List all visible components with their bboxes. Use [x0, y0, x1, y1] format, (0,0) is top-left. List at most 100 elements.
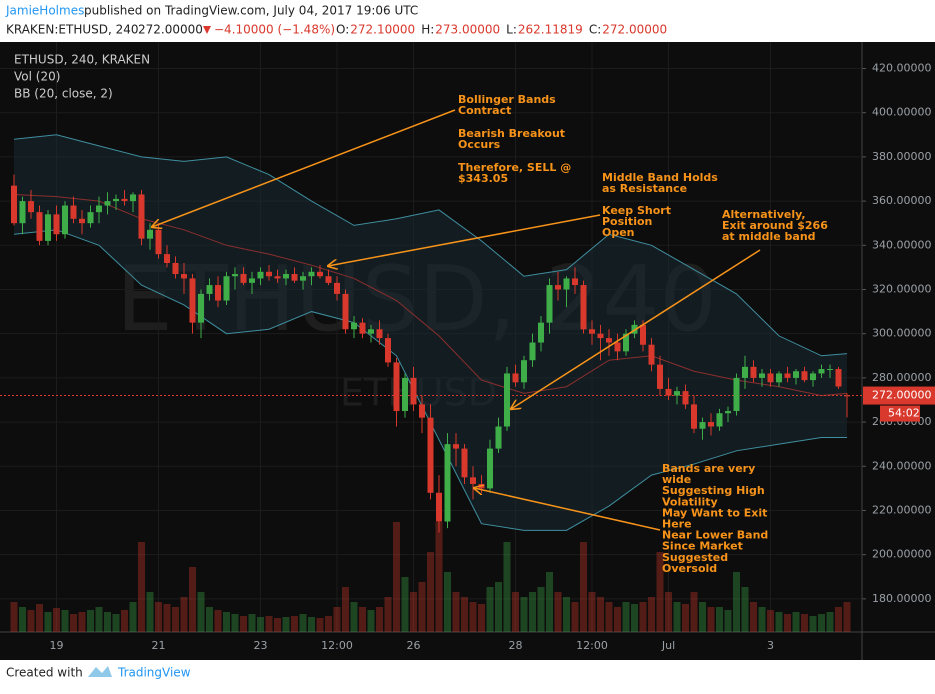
candle-body	[28, 201, 34, 213]
candle-body	[359, 322, 366, 334]
footer-created: Created with	[6, 666, 83, 680]
candle-body	[512, 373, 519, 383]
ohlc-key: L:	[506, 23, 517, 37]
candle-body	[563, 278, 570, 290]
volume-bar	[648, 597, 655, 632]
candle-body	[257, 271, 264, 279]
volume-bar	[673, 602, 681, 632]
y-tick-label: 240.00000	[872, 459, 932, 472]
x-tick-label: 12:00	[321, 639, 353, 652]
annotation: Suggested	[662, 551, 728, 564]
volume-bar	[843, 602, 851, 632]
countdown-tag	[880, 405, 920, 422]
candle-body	[70, 205, 77, 219]
y-tick-label: 380.00000	[872, 150, 932, 163]
candle-body	[308, 271, 315, 277]
volume-bar	[112, 614, 120, 632]
ohlc-key: O:	[336, 23, 349, 37]
annotation: as Resistance	[602, 182, 687, 195]
volume-bar	[10, 602, 18, 632]
arrow	[328, 214, 601, 266]
volume-bar	[291, 616, 298, 632]
candle-body	[206, 285, 213, 294]
footer-brand[interactable]: TradingView	[117, 666, 191, 680]
arrow	[511, 249, 761, 409]
candle-body	[623, 333, 629, 352]
candle-body	[402, 377, 408, 412]
volume-bar	[206, 607, 213, 632]
candle-body	[546, 285, 553, 323]
volume-bar	[359, 607, 366, 632]
volume-bar	[384, 597, 392, 632]
volume-bar	[461, 597, 468, 632]
annotation: Since Market	[662, 540, 743, 553]
candle-body	[699, 422, 706, 429]
volume-bar	[104, 612, 111, 632]
candle-body	[96, 205, 102, 213]
y-tick-label: 180.00000	[872, 592, 932, 605]
volume-bar	[231, 614, 239, 632]
volume-bar	[172, 607, 179, 632]
annotation: Bollinger Bands	[458, 93, 556, 106]
annotation: at middle band	[722, 230, 816, 243]
ohlc-value: 262.11819	[518, 23, 583, 37]
volume-bar	[325, 616, 332, 632]
annotation: Bands are very	[662, 462, 755, 475]
volume-bar	[53, 608, 60, 632]
volume-bar	[733, 572, 740, 632]
annotation: Alternatively,	[722, 208, 806, 221]
candle-body	[733, 377, 740, 412]
volume-bar	[809, 616, 817, 632]
candle-body	[504, 373, 510, 427]
y-tick-label: 420.00000	[872, 62, 932, 75]
volume-bar	[87, 610, 94, 632]
footer-bg	[0, 660, 935, 690]
candle-body	[62, 205, 68, 235]
candle-body	[844, 395, 850, 397]
candle-body	[521, 360, 527, 383]
x-tick-label: Jul	[661, 639, 675, 652]
ohlc-key: H:	[421, 23, 434, 37]
volume-bar	[724, 610, 732, 632]
volume-bar	[223, 612, 230, 632]
candle-body	[444, 444, 451, 522]
volume-bar	[622, 602, 630, 632]
candle-body	[164, 254, 170, 263]
volume-bar	[682, 604, 689, 632]
x-tick-label: 21	[152, 639, 166, 652]
candle-body	[351, 322, 357, 330]
candle-body	[113, 198, 119, 202]
candle-body	[461, 448, 468, 478]
annotation: $343.05	[458, 172, 508, 185]
volume-bar	[469, 602, 477, 632]
annotation: May Want to Exit	[662, 506, 767, 519]
annotation: wide	[662, 473, 691, 486]
volume-bar	[537, 587, 545, 632]
candle-body	[691, 404, 697, 429]
volume-bar	[784, 614, 791, 632]
volume-bar	[775, 612, 783, 632]
volume-bar	[444, 572, 451, 632]
annotation: Contract	[458, 104, 511, 117]
volume-bar	[70, 614, 77, 632]
candle-body	[385, 338, 391, 363]
y-tick-label: 300.00000	[872, 327, 932, 340]
candle-body	[801, 371, 808, 381]
volume-bar	[758, 607, 766, 632]
volume-bar	[393, 522, 400, 632]
volume-bar	[665, 592, 672, 632]
candle-body	[589, 329, 595, 334]
volume-bar	[503, 542, 511, 632]
volume-bar	[750, 602, 757, 632]
x-tick-label: 26	[407, 639, 421, 652]
annotation: Position	[602, 215, 652, 228]
volume-bar	[180, 597, 188, 632]
candle-body	[36, 212, 43, 241]
volume-bar	[597, 597, 604, 632]
author[interactable]: JamieHolmes	[5, 4, 84, 18]
volume-bar	[257, 617, 264, 632]
candle-body	[470, 477, 476, 484]
candle-body	[793, 371, 799, 378]
volume-bar	[512, 592, 519, 632]
